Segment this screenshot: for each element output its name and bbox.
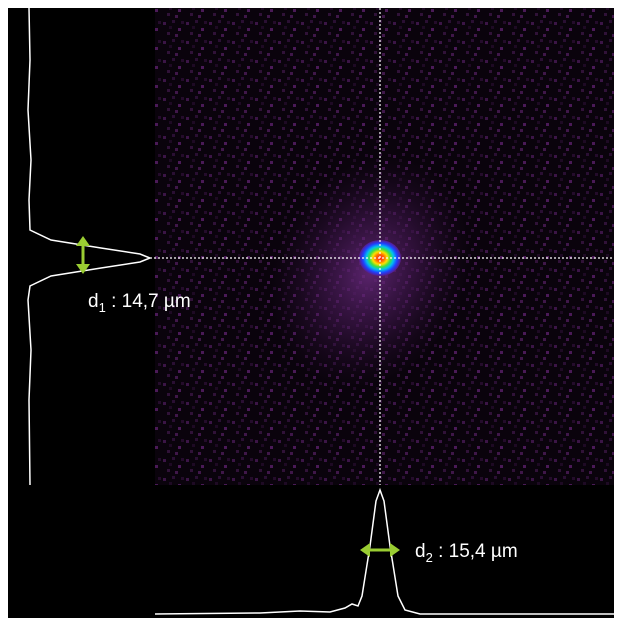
vertical-profile: [27, 7, 153, 486]
width-marker-horizontal: [360, 543, 400, 557]
subscript: 1: [99, 300, 106, 315]
width-marker-vertical: [76, 236, 90, 274]
symbol: d: [415, 541, 426, 562]
symbol: d: [88, 291, 99, 312]
d2-label: d2 : 15,4 µm: [415, 541, 518, 565]
subscript: 2: [426, 550, 433, 565]
value: : 14,7 µm: [106, 291, 191, 312]
value: : 15,4 µm: [433, 541, 518, 562]
d1-label: d1 : 14,7 µm: [88, 291, 191, 315]
